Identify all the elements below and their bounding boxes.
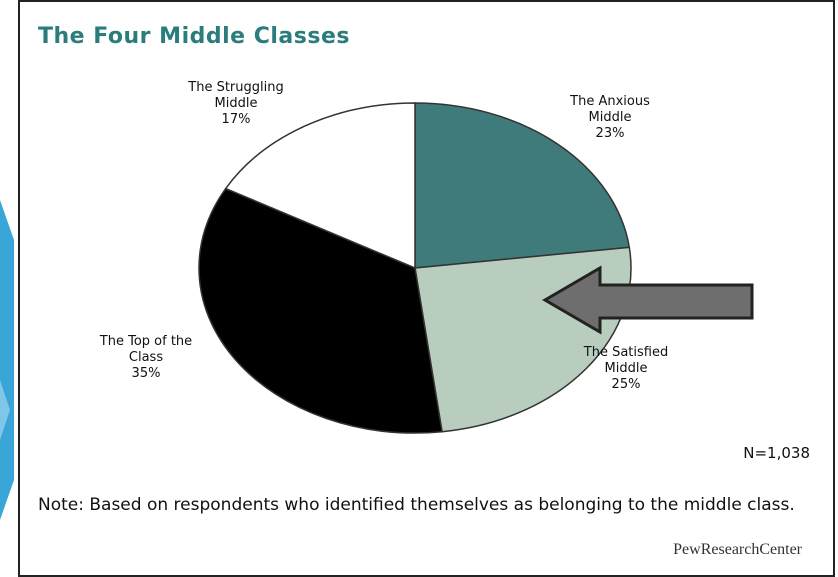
chart-title: The Four Middle Classes bbox=[38, 24, 350, 49]
pie-slice bbox=[414, 102, 631, 269]
source: PewResearchCenter bbox=[673, 541, 802, 558]
arrow bbox=[542, 265, 754, 335]
value-label: 23% bbox=[595, 126, 625, 141]
category-label: The Top of the Class bbox=[99, 334, 193, 365]
slice-label: The Struggling Middle 17% bbox=[176, 80, 296, 128]
sample-size: N=1,038 bbox=[743, 444, 810, 462]
decor-stripe bbox=[0, 200, 14, 520]
category-label: The Struggling Middle bbox=[188, 80, 284, 111]
pie-slice bbox=[198, 187, 443, 434]
decor-stripe bbox=[0, 380, 10, 440]
note: Note: Based on respondents who identifie… bbox=[38, 495, 795, 515]
slice-label: The Anxious Middle 23% bbox=[562, 94, 658, 142]
category-label: The Satisfied Middle bbox=[583, 345, 669, 376]
pie-slice bbox=[224, 102, 416, 270]
slice-label: The Satisfied Middle 25% bbox=[578, 345, 674, 393]
value-label: 17% bbox=[221, 112, 251, 127]
value-label: 35% bbox=[131, 366, 161, 381]
slice-label: The Top of the Class 35% bbox=[96, 334, 196, 382]
value-label: 25% bbox=[611, 377, 641, 392]
slide-background bbox=[0, 200, 14, 520]
category-label: The Anxious Middle bbox=[570, 94, 650, 125]
